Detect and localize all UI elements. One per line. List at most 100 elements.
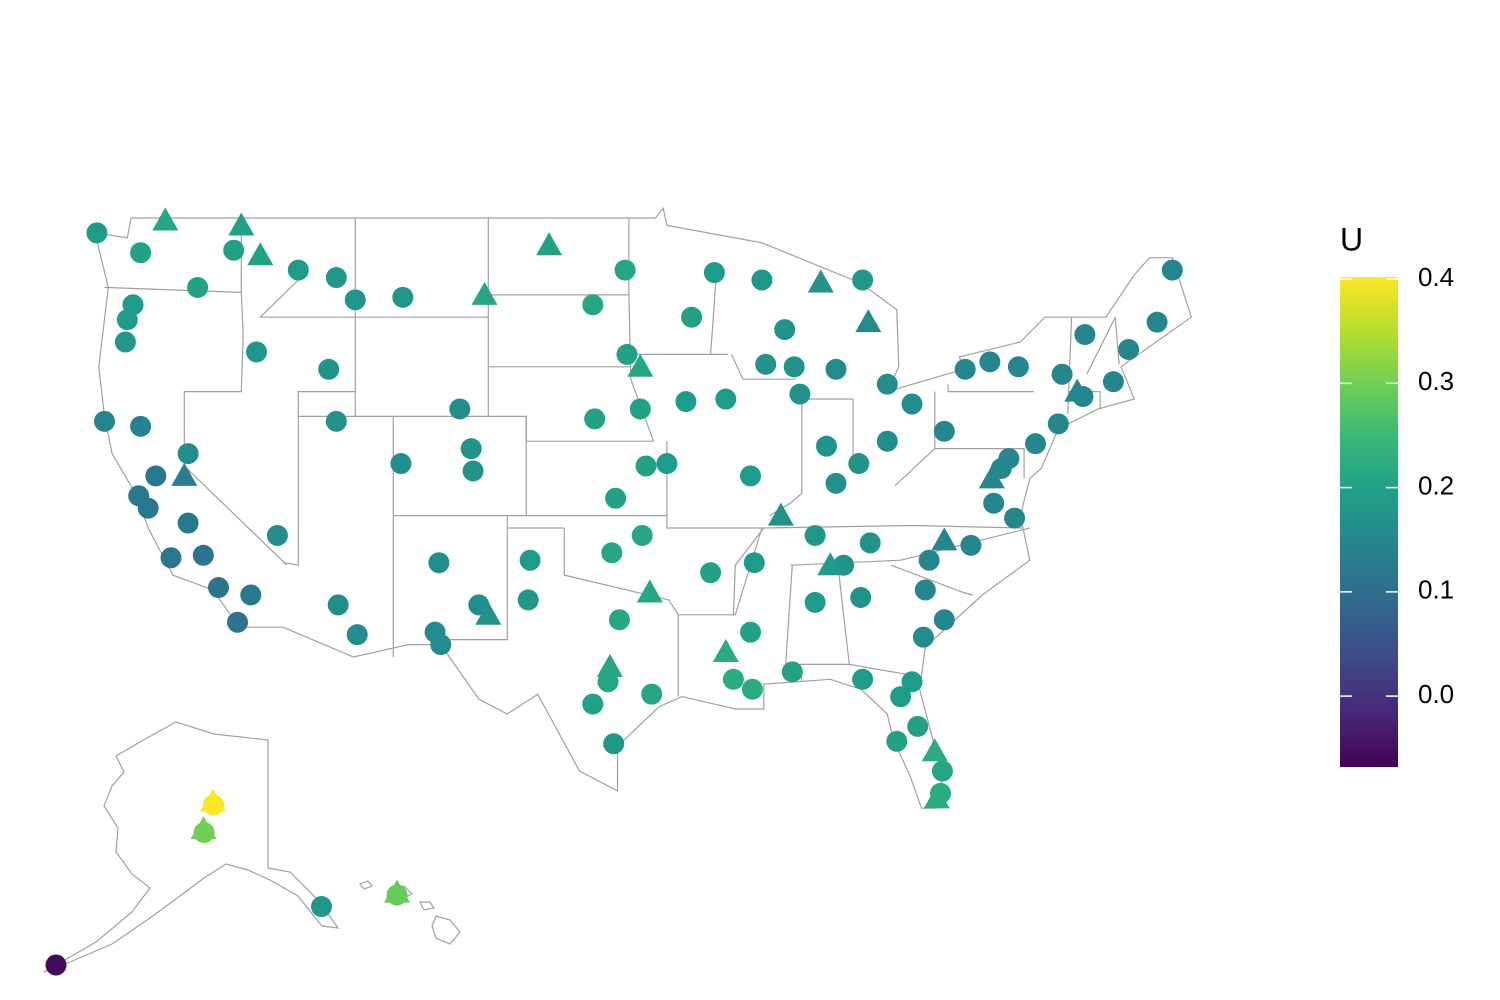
station-circle	[901, 393, 923, 415]
station-circle	[722, 668, 744, 690]
station-circle	[240, 584, 262, 606]
station-triangle	[596, 653, 623, 677]
station-circle	[45, 954, 67, 976]
station-circle	[584, 408, 606, 430]
station-circle	[1074, 324, 1096, 346]
station-triangle	[978, 465, 1005, 489]
state-border	[947, 384, 1034, 393]
station-circle	[781, 661, 803, 683]
station-circle	[656, 453, 678, 475]
station-circle	[318, 358, 340, 380]
station-circle	[616, 343, 638, 365]
station-circle	[918, 549, 940, 571]
station-triangle	[536, 232, 563, 256]
station-circle	[582, 693, 604, 715]
station-circle	[208, 577, 229, 599]
station-circle	[344, 289, 366, 311]
station-circle	[886, 730, 908, 752]
station-triangle	[931, 527, 958, 551]
station-circle	[890, 686, 912, 708]
station-circle	[954, 358, 976, 380]
station-circle	[223, 239, 245, 261]
station-circle	[145, 465, 167, 487]
state-border	[890, 564, 973, 596]
state-border	[104, 286, 242, 293]
state-border	[784, 565, 793, 680]
state-border	[183, 218, 288, 566]
station-triangle	[627, 353, 654, 377]
alaska-outline	[43, 721, 340, 973]
points	[45, 207, 1183, 976]
station-triangle	[636, 579, 663, 603]
station-triangle	[855, 309, 882, 333]
station-circle	[774, 319, 796, 341]
station-triangle	[475, 601, 502, 625]
station-circle	[1047, 413, 1069, 435]
state-border	[284, 416, 299, 566]
state-border	[799, 565, 850, 682]
station-circle	[246, 341, 267, 363]
station-circle	[983, 492, 1005, 514]
station-circle	[582, 294, 604, 316]
state-border	[894, 448, 936, 487]
station-circle	[130, 242, 152, 264]
station-circle	[825, 472, 847, 494]
station-circle	[1051, 363, 1073, 385]
station-circle	[390, 453, 412, 475]
station-circle	[114, 331, 136, 353]
station-circle	[876, 373, 898, 395]
station-triangle	[190, 816, 217, 840]
station-triangle	[171, 462, 198, 486]
station-circle	[675, 391, 697, 413]
colorbar-tick-label: 0.1	[1418, 575, 1454, 605]
station-circle	[931, 760, 953, 782]
station-circle	[517, 589, 539, 611]
colorbar-ticks: 0.0 0.1 0.2 0.3 0.4	[1340, 262, 1454, 709]
station-circle	[740, 465, 761, 487]
station-circle	[1146, 311, 1168, 333]
station-circle	[740, 621, 761, 643]
station-circle	[631, 524, 653, 546]
station-circle	[460, 438, 482, 460]
station-circle	[741, 678, 763, 700]
station-circle	[177, 512, 199, 534]
state-border	[732, 527, 765, 615]
state-borders	[94, 206, 1193, 809]
hawaii-outline	[359, 880, 461, 945]
station-circle	[608, 609, 630, 631]
station-circle	[86, 222, 108, 244]
station-circle	[914, 579, 936, 601]
station-circle	[751, 269, 773, 291]
station-circle	[789, 383, 811, 405]
station-triangle	[767, 502, 794, 526]
station-triangle	[817, 552, 844, 576]
station-circle	[755, 353, 777, 375]
station-circle	[519, 549, 541, 571]
station-triangle	[199, 788, 226, 812]
station-triangle	[923, 785, 950, 809]
legend-title: U	[1340, 221, 1363, 257]
station-circle	[783, 356, 805, 378]
state-border	[438, 515, 508, 641]
station-circle	[266, 524, 288, 546]
colorbar-tick-label: 0.3	[1418, 366, 1454, 396]
state-border	[730, 354, 797, 380]
station-circle	[1007, 356, 1029, 378]
station-circle	[876, 430, 898, 452]
station-circle	[1025, 433, 1046, 455]
station-circle	[859, 532, 881, 554]
station-triangle	[228, 212, 255, 236]
station-circle	[852, 269, 874, 291]
colorbar-tick-label: 0.2	[1418, 470, 1454, 500]
station-circle	[804, 524, 826, 546]
state-border	[258, 218, 356, 318]
station-triangle	[152, 207, 179, 231]
station-circle	[325, 267, 347, 289]
station-circle	[187, 276, 209, 298]
station-triangle	[807, 269, 834, 293]
colorbar-tick-label: 0.0	[1418, 679, 1454, 709]
state-border	[769, 396, 803, 517]
station-circle	[912, 626, 934, 648]
station-circle	[94, 410, 115, 432]
